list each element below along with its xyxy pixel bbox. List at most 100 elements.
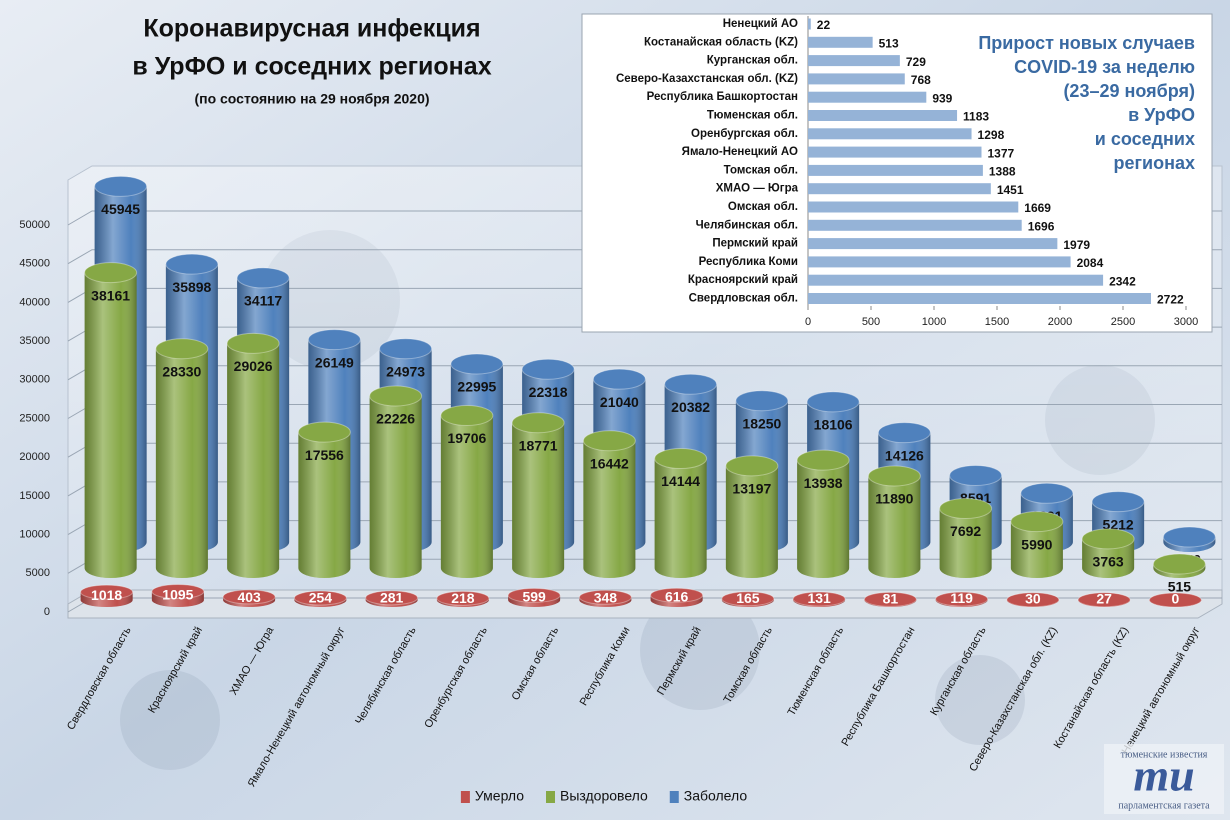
value-label: 403 <box>237 589 261 605</box>
inset-title: регионах <box>1114 153 1195 173</box>
category-label: Тюменская обл. <box>707 110 798 122</box>
cylinder-top <box>592 368 646 390</box>
inset-title: Прирост новых случаев <box>978 33 1195 53</box>
y-tick-label: 40000 <box>19 296 50 308</box>
value-label: 22995 <box>457 379 496 395</box>
cylinder-shine <box>868 475 921 578</box>
y-tick-label: 15000 <box>19 490 50 502</box>
cylinder-shine <box>797 460 850 578</box>
cylinder-top <box>450 353 504 375</box>
bar <box>808 18 811 30</box>
value-label: 281 <box>380 590 404 606</box>
cylinder-top <box>863 591 917 607</box>
cylinder-top <box>1081 528 1135 550</box>
cylinder-shine <box>512 422 565 578</box>
cylinder-shine <box>654 458 707 578</box>
value-label: 729 <box>906 55 926 69</box>
inset-title: в УрФО <box>1128 105 1195 125</box>
cylinder-shine <box>583 440 636 578</box>
category-label: Республика Башкортостан <box>647 91 798 103</box>
cylinder-top <box>293 590 347 606</box>
cylinder-top <box>222 589 276 605</box>
category-label: Омская обл. <box>728 201 798 213</box>
chart-title: в УрФО и соседних регионах <box>132 53 491 81</box>
category-label: Курганская обл. <box>707 55 798 67</box>
category-label: ХМАО — Югра <box>716 183 799 195</box>
value-label: 13197 <box>732 481 771 497</box>
value-label: 1696 <box>1028 219 1055 233</box>
category-label: Ямало-Ненецкий АО <box>682 146 798 158</box>
value-label: 38161 <box>91 287 130 303</box>
cylinder-top <box>507 587 561 603</box>
cylinder-top <box>297 421 351 443</box>
y-tick-label: 5000 <box>26 567 50 579</box>
cylinder-top <box>1077 592 1131 608</box>
value-label: 29026 <box>234 358 273 374</box>
cylinder-top <box>1020 482 1074 504</box>
cylinder-top <box>578 589 632 605</box>
y-tick-label: 0 <box>44 606 50 618</box>
category-label: Красноярский край <box>688 274 798 286</box>
value-label: 13938 <box>804 475 843 491</box>
y-tick-label: 10000 <box>19 529 50 541</box>
value-label: 7692 <box>950 523 981 539</box>
y-tick-label: 35000 <box>19 335 50 347</box>
virus-blob <box>120 670 220 770</box>
bar <box>808 274 1104 286</box>
value-label: 768 <box>911 73 931 87</box>
legend-swatch <box>460 791 470 803</box>
bar <box>808 164 983 176</box>
cylinder-top <box>84 262 138 284</box>
value-label: 254 <box>309 590 333 606</box>
value-label: 22318 <box>529 384 568 400</box>
value-label: 939 <box>932 91 952 105</box>
value-label: 1669 <box>1024 201 1051 215</box>
cylinder-top <box>949 465 1003 487</box>
value-label: 18106 <box>814 417 853 433</box>
cylinder-shine <box>1082 538 1135 578</box>
bar <box>808 55 900 67</box>
value-label: 21040 <box>600 394 639 410</box>
x-tick-label: 3000 <box>1174 316 1198 328</box>
cylinder-top <box>1148 592 1202 608</box>
cylinder-top <box>735 390 789 412</box>
cylinder-top <box>582 430 636 452</box>
value-label: 22226 <box>376 411 415 427</box>
logo-box <box>1104 744 1224 814</box>
value-label: 515 <box>1168 579 1192 595</box>
value-label: 11890 <box>875 491 913 507</box>
bar <box>808 183 991 195</box>
x-tick-label: 2500 <box>1111 316 1135 328</box>
bar <box>808 146 982 158</box>
category-label: Свердловская обл. <box>689 293 798 305</box>
cylinder-top <box>1152 553 1206 575</box>
value-label: 2342 <box>1109 274 1136 288</box>
logo-top: тюменские известия <box>1121 749 1208 760</box>
cylinder-shine <box>725 465 778 578</box>
cylinder-top <box>725 455 779 477</box>
cylinder-top <box>806 391 860 413</box>
x-tick-label: 2000 <box>1048 316 1072 328</box>
x-tick-label: 1000 <box>922 316 946 328</box>
inset-title: и соседних <box>1095 129 1195 149</box>
inset-title: (23–29 ноября) <box>1063 81 1195 101</box>
cylinder-top <box>365 590 419 606</box>
bar <box>808 36 873 48</box>
y-tick-label: 30000 <box>19 374 50 386</box>
category-label: Северо-Казахстанская обл. (KZ) <box>616 73 798 85</box>
cylinder-shine <box>155 348 208 578</box>
cylinder-top <box>1010 511 1064 533</box>
value-label: 18250 <box>742 415 781 431</box>
category-label: Ненецкий АО <box>723 18 798 30</box>
cylinder-top <box>94 175 148 197</box>
cylinder-shine <box>939 508 992 578</box>
value-label: 34117 <box>244 293 282 309</box>
value-label: 1388 <box>989 165 1016 179</box>
cylinder-top <box>436 590 490 606</box>
value-label: 14144 <box>661 473 700 489</box>
cylinder-shine <box>1010 521 1063 578</box>
cylinder-shine <box>84 272 137 578</box>
value-label: 18771 <box>519 437 558 453</box>
